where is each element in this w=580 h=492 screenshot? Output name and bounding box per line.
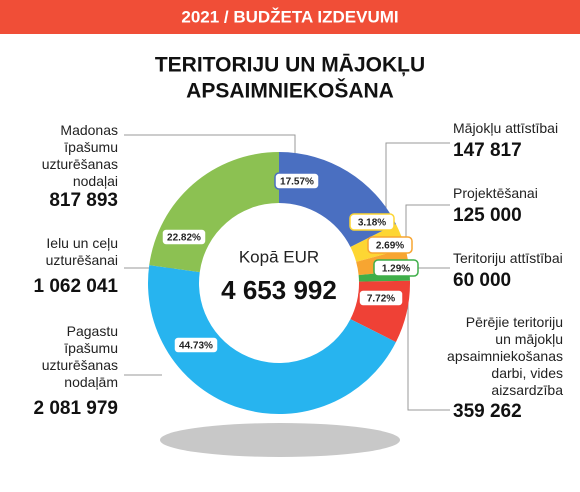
category-label: Pērējie teritoriju un mājokļu apsaimniek…	[447, 314, 563, 398]
title: APSAIMNIEKOŠANA	[186, 79, 394, 103]
share-label: 44.73%	[179, 341, 213, 352]
share-badge	[161, 228, 207, 246]
leader-line	[407, 302, 450, 411]
share-badge	[358, 289, 404, 307]
total: 4 653 992	[221, 275, 337, 305]
category-label: Teritoriju attīstībai	[453, 250, 563, 266]
segment	[148, 265, 396, 415]
leader-line	[405, 204, 450, 240]
shadow	[160, 423, 400, 457]
header-bar	[0, 0, 580, 34]
category-label: Mājokļu attīstībai	[453, 120, 559, 136]
category-label: Ielu un ceļu uzturēšanai	[45, 235, 118, 268]
segment	[279, 152, 396, 248]
share-badge	[173, 336, 219, 354]
share-label: 22.82%	[167, 233, 201, 244]
share-badge	[349, 213, 395, 231]
amount-label: 147 817	[453, 140, 522, 161]
share-label: 17.57%	[280, 177, 314, 188]
share-label: 3.18%	[358, 218, 386, 229]
leader-line	[385, 142, 450, 216]
category-label: Projektēšanai	[453, 185, 538, 201]
category-label: Pagastu īpašumu uzturēšanas nodaļām	[41, 323, 118, 390]
header: 2021 / BUDŽETA IZDEVUMI	[181, 7, 398, 26]
share-badge	[373, 259, 419, 277]
share-label: 2.69%	[376, 241, 404, 252]
amount-label: 359 262	[453, 401, 522, 422]
center-label: Kopā EUR	[239, 247, 319, 266]
title: TERITORIJU UN MĀJOKĻU	[155, 54, 425, 77]
category-label: Madonas īpašumu uzturēšanas nodaļai	[41, 122, 118, 189]
amount-label: 125 000	[453, 205, 522, 226]
share-badge	[367, 236, 413, 254]
amount-label: 60 000	[453, 270, 512, 291]
amount-label: 1 062 041	[33, 276, 118, 297]
share-label: 1.29%	[382, 264, 410, 275]
amount-label: 2 081 979	[33, 398, 118, 419]
amount-label: 817 893	[49, 190, 118, 211]
share-label: 7.72%	[367, 294, 395, 305]
share-badge	[274, 172, 320, 190]
